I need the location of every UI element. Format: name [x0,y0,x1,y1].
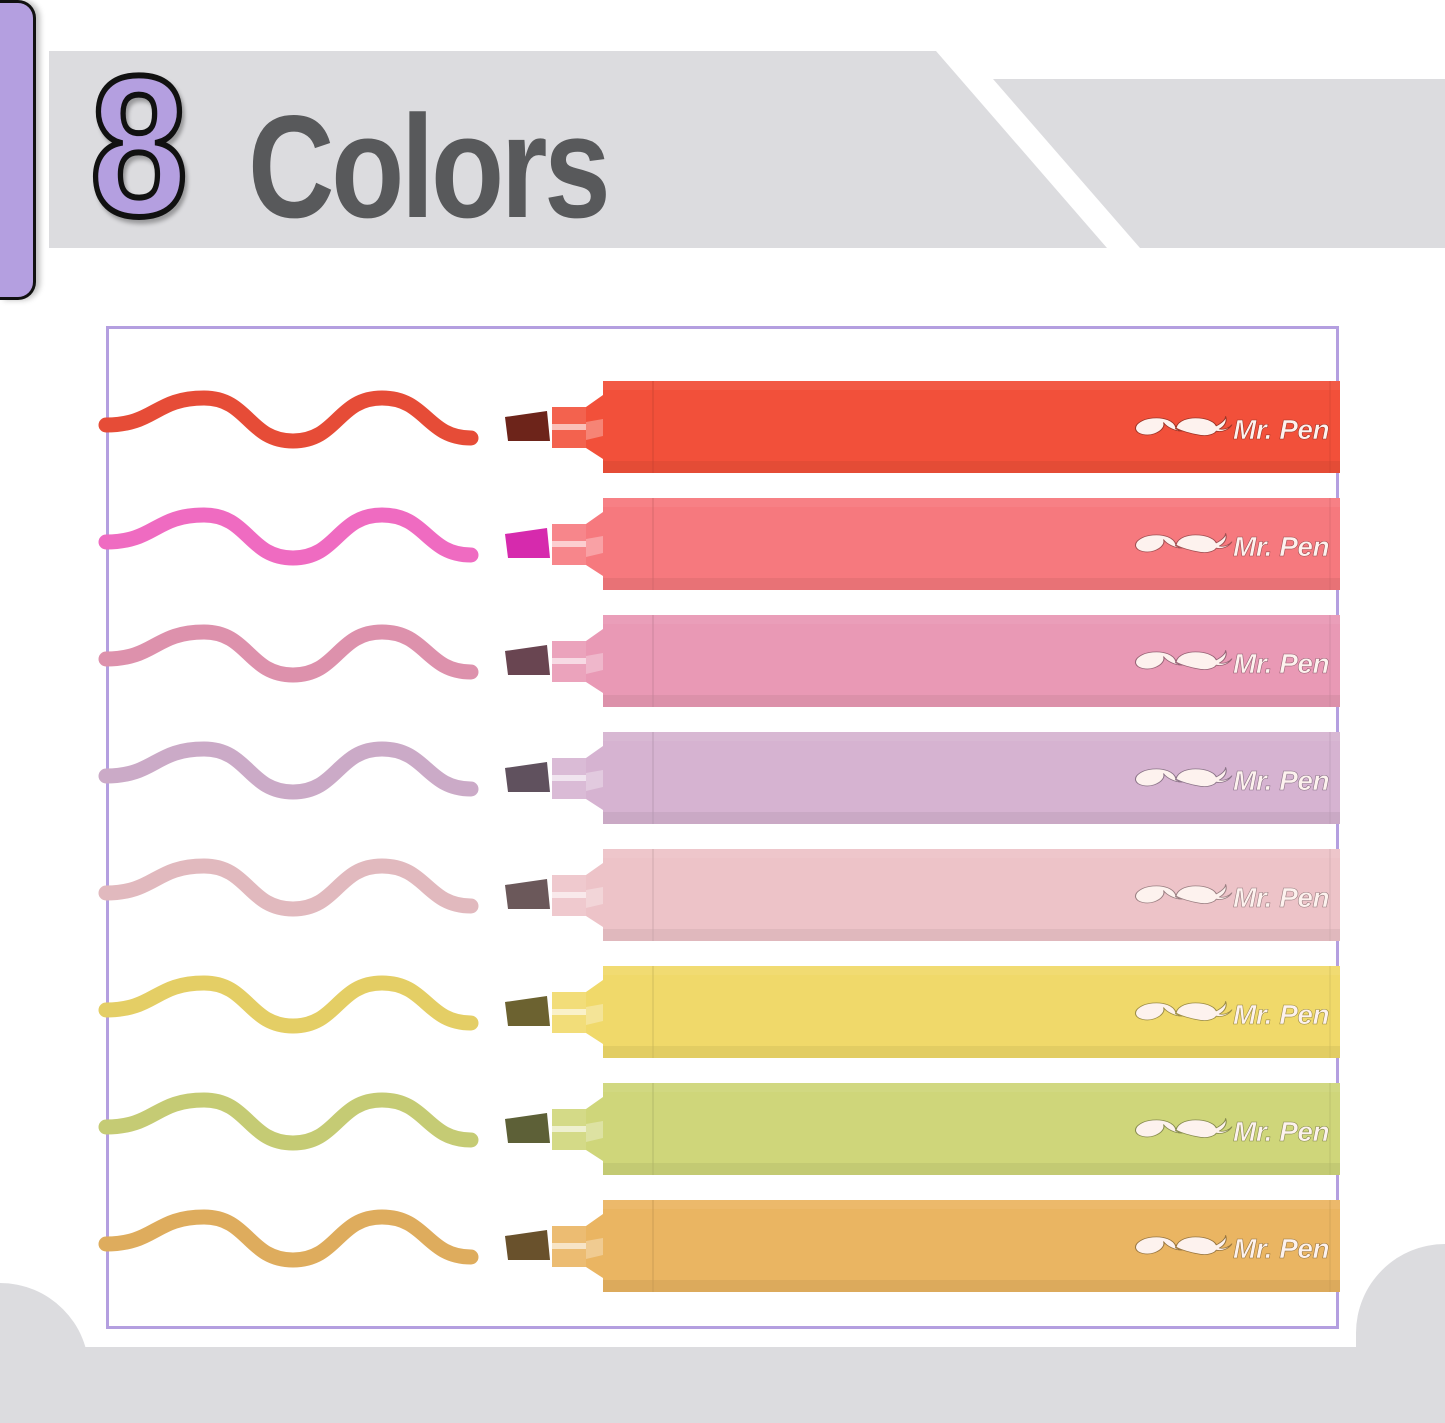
svg-text:Mr. Pen: Mr. Pen [1233,414,1329,445]
svg-text:Mr. Pen: Mr. Pen [1233,882,1329,913]
svg-text:Mr. Pen: Mr. Pen [1233,1233,1329,1264]
svg-text:Mr. Pen: Mr. Pen [1233,531,1329,562]
svg-text:Mr. Pen: Mr. Pen [1233,765,1329,796]
svg-text:Mr. Pen: Mr. Pen [1233,648,1329,679]
svg-text:Mr. Pen: Mr. Pen [1233,999,1329,1030]
svg-text:Mr. Pen: Mr. Pen [1233,1116,1329,1147]
